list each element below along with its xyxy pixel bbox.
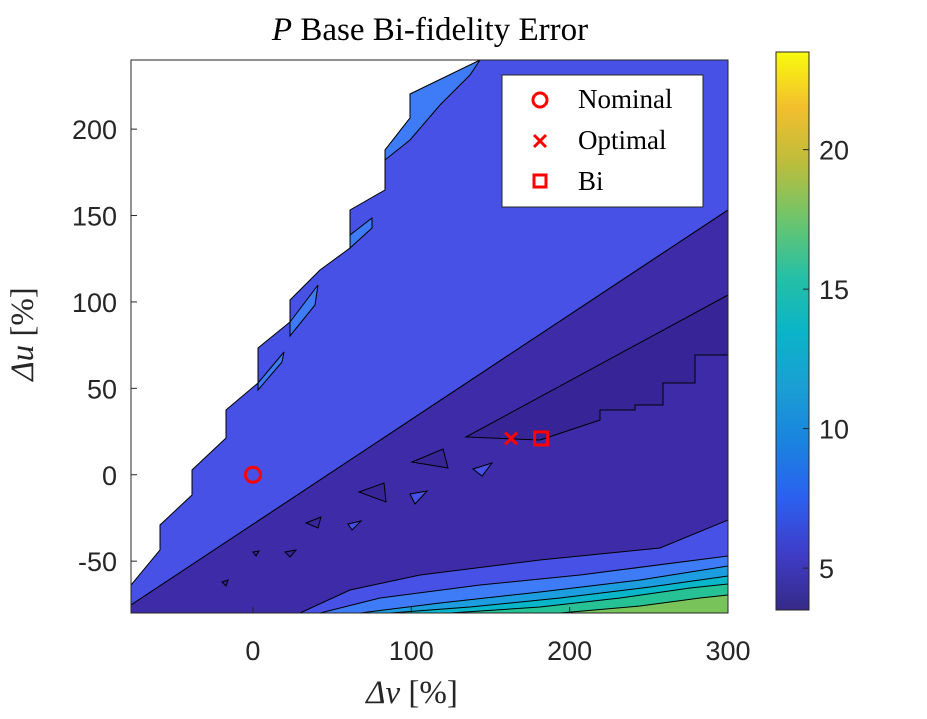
y-tick-label: 50 bbox=[87, 374, 117, 404]
contour-region-level3b bbox=[349, 216, 373, 250]
contour-island bbox=[357, 482, 387, 503]
x-axis: 0 100 200 300 bbox=[245, 607, 751, 666]
contour-island bbox=[409, 490, 429, 505]
legend-label-bi: Bi bbox=[578, 166, 604, 196]
y-axis: -50 0 50 100 150 200 bbox=[72, 115, 137, 577]
contour-region-level3 bbox=[384, 60, 481, 162]
legend-label-nominal: Nominal bbox=[578, 84, 673, 114]
legend-marker-bi bbox=[532, 173, 548, 189]
contour-island bbox=[347, 520, 363, 531]
marker-bi bbox=[533, 430, 550, 447]
legend-label-optimal: Optimal bbox=[578, 125, 667, 155]
contour-island bbox=[471, 462, 494, 477]
colorbar-tick-label: 5 bbox=[819, 554, 834, 584]
colorbar-tick-label: 15 bbox=[819, 275, 849, 305]
data-markers bbox=[243, 430, 550, 484]
colorbar: 5 10 15 20 bbox=[775, 51, 849, 611]
contour-island bbox=[304, 516, 322, 529]
legend-marker-nominal bbox=[531, 91, 549, 109]
marker-nominal bbox=[243, 465, 262, 484]
chart-title: P Base Bi-fidelity Error bbox=[271, 12, 588, 48]
marker-optimal-stroke bbox=[503, 431, 519, 446]
colorbar-ticks: 5 10 15 20 bbox=[803, 136, 849, 584]
contour-region-level3d bbox=[257, 351, 285, 392]
legend-marker-optimal bbox=[532, 133, 548, 149]
marker-optimal bbox=[503, 431, 519, 446]
y-tick-label: 200 bbox=[72, 115, 117, 145]
contour-island bbox=[252, 550, 260, 557]
contour-band-level7 bbox=[559, 594, 728, 613]
x-tick-label: 100 bbox=[389, 636, 434, 666]
contour-island bbox=[410, 448, 449, 469]
contour-region-level1b bbox=[131, 209, 728, 613]
x-tick-label: 0 bbox=[245, 636, 260, 666]
contour-island bbox=[283, 549, 298, 558]
y-axis-label: Δu [%] bbox=[5, 287, 41, 383]
x-tick-label: 300 bbox=[705, 636, 750, 666]
contour-island bbox=[221, 579, 229, 587]
contour-region-level0 bbox=[464, 294, 728, 441]
colorbar-tick-label: 20 bbox=[819, 136, 849, 166]
x-axis-label: Δν [%] bbox=[364, 675, 458, 711]
y-tick-label: 150 bbox=[72, 202, 117, 232]
y-tick-label: 0 bbox=[102, 461, 117, 491]
y-tick-label: 100 bbox=[72, 288, 117, 318]
legend: Nominal Optimal Bi bbox=[501, 74, 704, 208]
contour-region-level3c bbox=[289, 284, 319, 338]
colorbar-tick-label: 10 bbox=[819, 415, 849, 445]
x-tick-label: 200 bbox=[547, 636, 592, 666]
plot-frame bbox=[130, 59, 729, 614]
y-tick-label: -50 bbox=[78, 547, 117, 577]
colorbar-gradient bbox=[775, 51, 810, 611]
